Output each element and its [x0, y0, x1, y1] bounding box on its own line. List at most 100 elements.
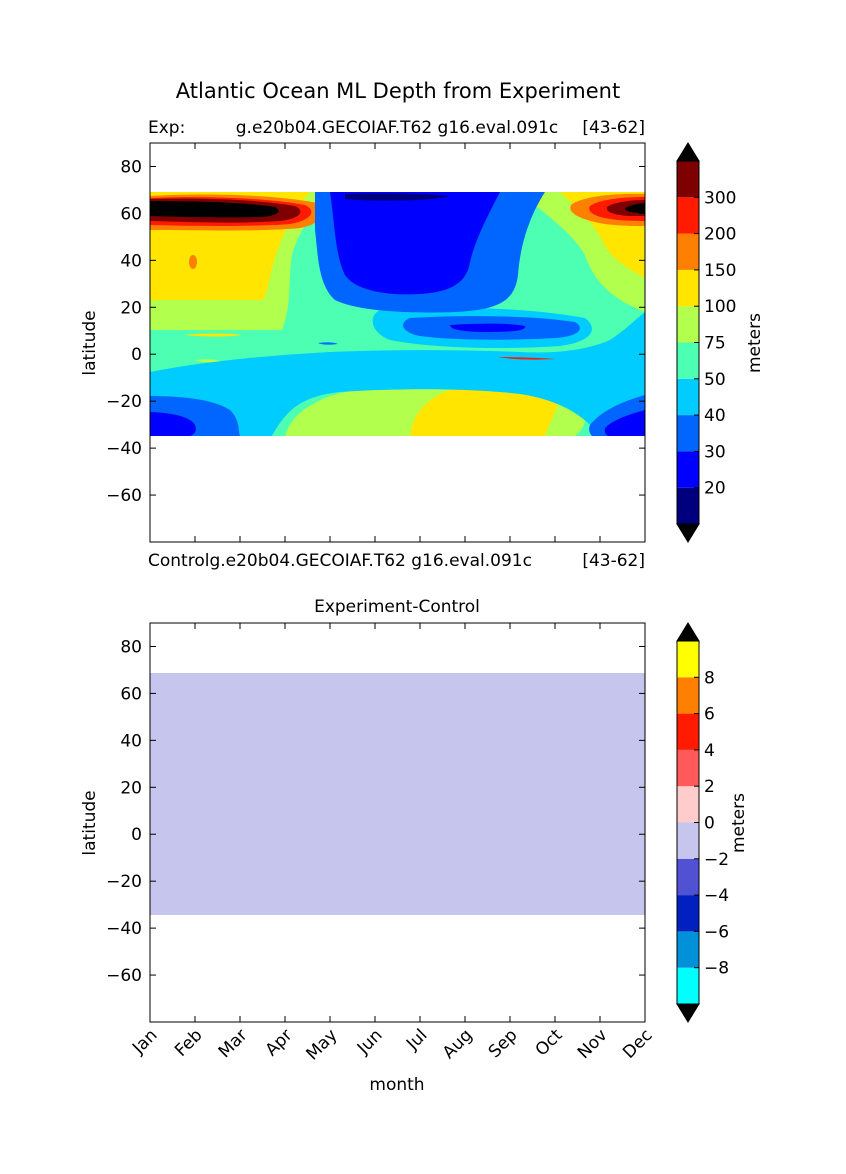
x-tick-label: Oct [532, 1025, 567, 1060]
streak-west [195, 359, 220, 363]
top-x-ticks [149, 143, 646, 542]
colorbar-swatch [677, 451, 699, 488]
x-tick-label: Aug [439, 1025, 477, 1063]
colorbar-tick-label: −6 [704, 922, 729, 942]
top-y-ticks: 80 60 40 20 0 −20 −40 −60 [106, 157, 645, 506]
top-title-right: [43-62] [582, 118, 645, 138]
bottom-x-axis-label: month [369, 1075, 424, 1095]
colorbar-swatch [677, 677, 699, 714]
band-20-30-central [330, 192, 500, 295]
colorbar-tick-label: 0 [704, 814, 715, 834]
bottom-y-ticks: 80 60 40 20 0 −20 −40 −60 [106, 637, 645, 986]
x-tick-label: Sep [485, 1025, 522, 1062]
x-tick-label: Mar [215, 1025, 252, 1062]
colorbar-swatch [677, 822, 699, 859]
colorbar-swatch [677, 967, 699, 1004]
top-subtitle-below-right: [43-62] [582, 551, 645, 571]
top-contour-field [150, 192, 645, 436]
y-tick-label: −60 [106, 486, 142, 506]
bottom-colorbar-label: meters [729, 793, 749, 853]
band-deep-nw [150, 201, 279, 218]
top-title-center: g.e20b04.GECOIAF.T62 g16.eval.091c [236, 118, 558, 138]
band-40-50 [150, 312, 645, 436]
pocket-40N [189, 255, 197, 269]
top-axes-frame [149, 142, 646, 543]
top-y-axis-label: latitude [80, 310, 100, 375]
x-tick-label: Nov [574, 1025, 612, 1063]
colorbar-swatch [677, 342, 699, 379]
colorbar-extend-high [676, 142, 700, 162]
colorbar-swatch [677, 487, 699, 524]
y-tick-label: −60 [106, 966, 142, 986]
top-colorbar: 20 30 40 50 75 100 150 200 300 [676, 142, 736, 543]
y-tick-label: 80 [120, 157, 142, 177]
colorbar-tick-label: 2 [704, 777, 715, 797]
band-20-30-se [604, 410, 645, 436]
colorbar-swatch [677, 161, 699, 198]
colorbar-swatch [677, 378, 699, 416]
y-tick-label: 20 [120, 298, 142, 318]
x-tick-label: May [303, 1025, 342, 1064]
bottom-colorbar: −8 −6 −4 −2 0 2 4 6 8 [676, 622, 729, 1023]
y-tick-label: 60 [120, 684, 142, 704]
y-tick-label: −40 [106, 439, 142, 459]
band-20-30-core [450, 323, 526, 332]
colorbar-tick-label: 150 [704, 261, 736, 281]
bottom-uniform-field [150, 673, 645, 915]
band-10-20-central [345, 193, 450, 201]
bottom-axes-frame [149, 622, 646, 1023]
colorbar-swatch [677, 197, 699, 234]
colorbar-swatch [677, 749, 699, 787]
y-tick-label: 40 [120, 731, 142, 751]
x-tick-label: Dec [619, 1025, 656, 1062]
colorbar-tick-label: −4 [704, 886, 729, 906]
colorbar-tick-label: 30 [704, 442, 726, 462]
colorbar-tick-label: 20 [704, 479, 726, 499]
y-tick-label: 60 [120, 204, 142, 224]
y-tick-label: 0 [131, 345, 142, 365]
y-tick-label: 40 [120, 251, 142, 271]
colorbar-tick-label: 50 [704, 370, 726, 390]
top-title-left: Exp: [148, 118, 185, 138]
colorbar-tick-label: 100 [704, 297, 736, 317]
colorbar-tick-label: 300 [704, 188, 736, 208]
colorbar-swatch [677, 641, 699, 678]
colorbar-swatch [677, 269, 699, 307]
colorbar-swatch [677, 931, 699, 968]
colorbar-tick-label: 6 [704, 705, 715, 725]
bottom-title: Experiment-Control [314, 597, 480, 617]
x-tick-label: Feb [171, 1025, 206, 1060]
colorbar-swatch [677, 713, 699, 750]
colorbar-tick-label: 8 [704, 668, 715, 688]
streak-equator [318, 342, 338, 345]
colorbar-tick-label: 75 [704, 334, 726, 354]
x-tick-label: Apr [262, 1025, 297, 1060]
experiment-panel: Exp: g.e20b04.GECOIAF.T62 g16.eval.091c … [80, 118, 765, 571]
top-subtitle-below-left: Controlg.e20b04.GECOIAF.T62 g16.eval.091… [148, 551, 532, 571]
bottom-y-axis-label: latitude [80, 790, 100, 855]
y-tick-label: −20 [106, 392, 142, 412]
colorbar-swatch [677, 233, 699, 270]
colorbar-extend-low [676, 1003, 700, 1023]
y-tick-label: 80 [120, 637, 142, 657]
colorbar-extend-low [676, 523, 700, 543]
band-deep-ne [625, 203, 645, 213]
colorbar-extend-high [676, 622, 700, 642]
x-tick-label: Jan [128, 1025, 161, 1058]
colorbar-tick-label: −8 [704, 959, 729, 979]
y-tick-label: 20 [120, 778, 142, 798]
streak-equator-east [498, 357, 555, 360]
band-20-30-sw [150, 412, 196, 436]
colorbar-swatch [677, 786, 699, 823]
top-colorbar-label: meters [745, 313, 765, 373]
colorbar-swatch [677, 415, 699, 452]
colorbar-swatch [677, 858, 699, 896]
colorbar-swatch [677, 306, 699, 343]
band-100-150-south [410, 384, 560, 436]
y-tick-label: −40 [106, 919, 142, 939]
x-tick-label: Jun [353, 1025, 387, 1059]
x-tick-label: Jul [402, 1025, 431, 1054]
colorbar-tick-label: 40 [704, 406, 726, 426]
